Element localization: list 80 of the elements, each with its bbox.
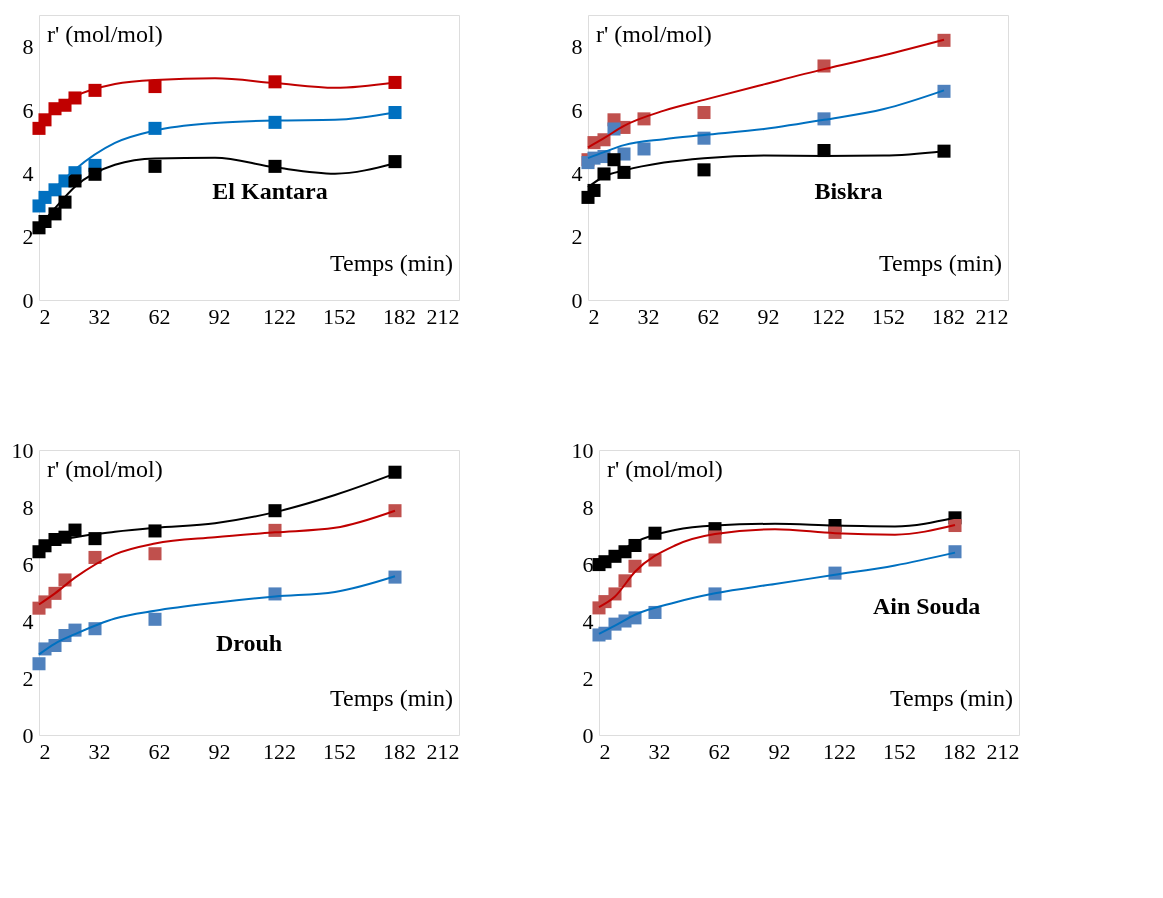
x-axis-title: Temps (min) bbox=[330, 685, 453, 711]
x-tick-label: 152 bbox=[883, 738, 916, 764]
x-tick-label: 212 bbox=[986, 738, 1020, 764]
point bbox=[388, 106, 402, 120]
point bbox=[268, 115, 282, 129]
point bbox=[58, 195, 72, 209]
y-tick-label: 6 bbox=[571, 97, 583, 123]
x-axis-title: Temps (min) bbox=[879, 250, 1002, 276]
y-axis-title: r' (mol/mol) bbox=[607, 456, 723, 482]
x-tick-label: 152 bbox=[872, 303, 905, 329]
y-tick-label: 2 bbox=[571, 224, 583, 250]
y-tick-label: 6 bbox=[22, 97, 34, 123]
point bbox=[88, 83, 102, 97]
x-axis-title: Temps (min) bbox=[330, 250, 453, 276]
y-tick-label: 0 bbox=[571, 287, 583, 313]
y-axis-title: r' (mol/mol) bbox=[47, 21, 163, 47]
x-tick-label: 62 bbox=[148, 303, 171, 329]
x-tick-label: 32 bbox=[648, 738, 671, 764]
y-tick-label: 6 bbox=[582, 551, 594, 577]
y-tick-label: 10 bbox=[571, 437, 594, 463]
x-axis-title: Temps (min) bbox=[890, 685, 1013, 711]
point bbox=[148, 159, 162, 173]
text: Ain Souda bbox=[872, 592, 981, 619]
y-axis-title: r' (mol/mol) bbox=[47, 456, 163, 482]
point bbox=[148, 80, 162, 94]
x-tick-label: 122 bbox=[812, 303, 845, 329]
point bbox=[388, 155, 402, 169]
y-tick-label: 8 bbox=[571, 34, 583, 60]
x-tick-label: 62 bbox=[148, 738, 171, 764]
point bbox=[148, 121, 162, 135]
y-tick-label: 2 bbox=[582, 665, 594, 691]
x-tick-label: 122 bbox=[823, 738, 856, 764]
y-tick-label: 4 bbox=[582, 608, 594, 634]
y-tick-label: 8 bbox=[22, 494, 34, 520]
x-tick-label: 152 bbox=[323, 738, 356, 764]
point bbox=[68, 91, 82, 105]
x-tick-label: 212 bbox=[426, 303, 460, 329]
x-tick-label: 92 bbox=[208, 738, 231, 764]
x-tick-label: 152 bbox=[323, 303, 356, 329]
text: El Kantara bbox=[212, 177, 328, 204]
y-tick-label: 8 bbox=[22, 34, 34, 60]
text: Biskra bbox=[814, 177, 883, 204]
y-tick-label: 4 bbox=[571, 160, 583, 186]
x-tick-label: 2 bbox=[39, 303, 51, 329]
y-tick-label: 0 bbox=[22, 287, 34, 313]
x-tick-label: 62 bbox=[697, 303, 720, 329]
y-tick-label: 2 bbox=[22, 665, 34, 691]
x-tick-label: 32 bbox=[88, 303, 111, 329]
x-tick-label: 32 bbox=[88, 738, 111, 764]
point bbox=[388, 75, 402, 89]
y-tick-label: 4 bbox=[22, 160, 34, 186]
point bbox=[68, 174, 82, 188]
x-tick-label: 212 bbox=[975, 303, 1009, 329]
x-tick-label: 122 bbox=[263, 738, 296, 764]
y-tick-label: 2 bbox=[22, 224, 34, 250]
y-axis-title: r' (mol/mol) bbox=[596, 21, 712, 47]
point bbox=[268, 75, 282, 89]
x-tick-label: 92 bbox=[757, 303, 780, 329]
x-tick-label: 2 bbox=[39, 738, 51, 764]
y-tick-label: 0 bbox=[22, 722, 34, 748]
x-tick-label: 122 bbox=[263, 303, 296, 329]
point bbox=[948, 545, 962, 559]
x-tick-label: 32 bbox=[637, 303, 660, 329]
y-tick-label: 0 bbox=[582, 722, 594, 748]
y-tick-label: 10 bbox=[11, 437, 34, 463]
point bbox=[268, 159, 282, 173]
y-tick-label: 8 bbox=[582, 494, 594, 520]
y-tick-label: 4 bbox=[22, 608, 34, 634]
text: Drouh bbox=[215, 629, 283, 656]
x-tick-label: 182 bbox=[943, 738, 976, 764]
x-tick-label: 92 bbox=[768, 738, 791, 764]
x-tick-label: 182 bbox=[383, 738, 416, 764]
point bbox=[628, 538, 642, 552]
x-tick-label: 182 bbox=[932, 303, 965, 329]
y-tick-label: 6 bbox=[22, 551, 34, 577]
x-tick-label: 92 bbox=[208, 303, 231, 329]
x-tick-label: 182 bbox=[383, 303, 416, 329]
x-tick-label: 2 bbox=[599, 738, 611, 764]
x-tick-label: 212 bbox=[426, 738, 460, 764]
x-tick-label: 62 bbox=[708, 738, 731, 764]
